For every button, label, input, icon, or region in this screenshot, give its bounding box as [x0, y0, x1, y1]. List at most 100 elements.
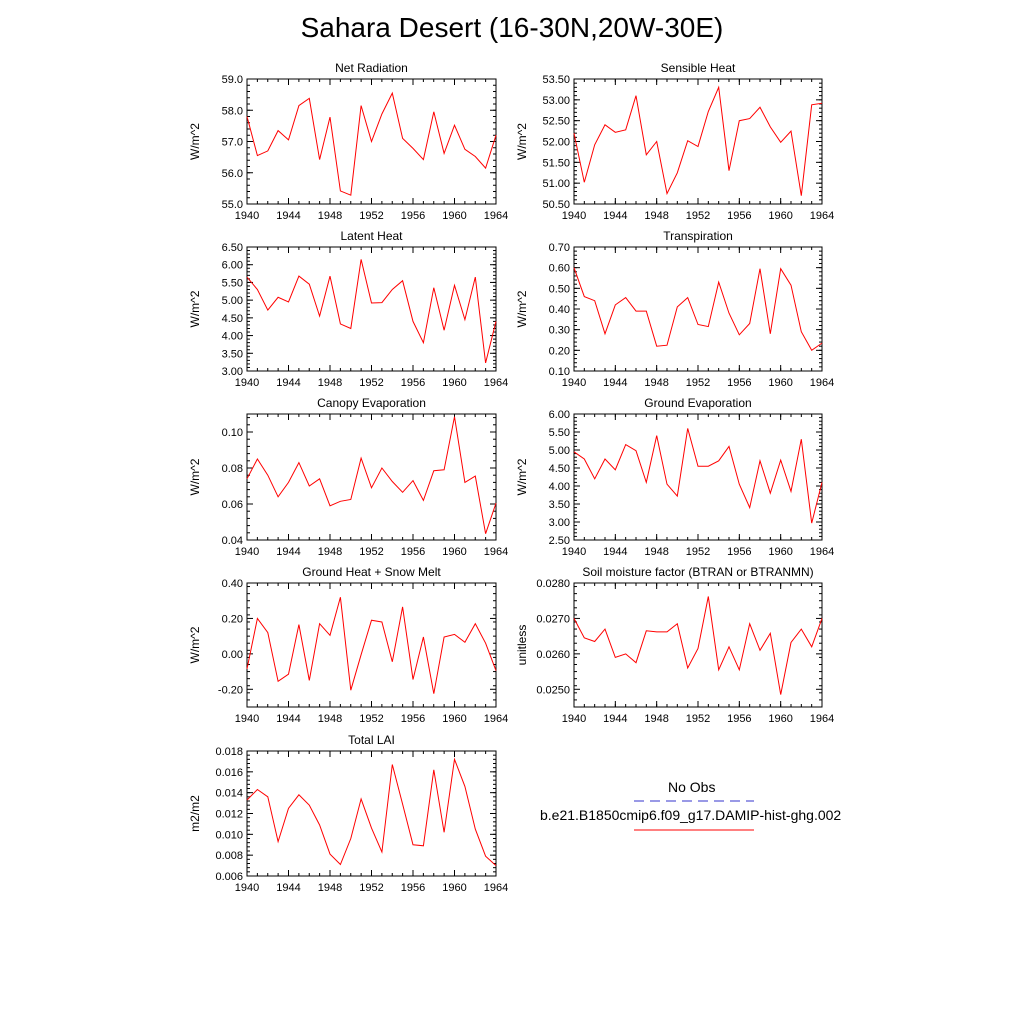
- legend-model-label: b.e21.B1850cmip6.f09_g17.DAMIP-hist-ghg.…: [540, 807, 842, 823]
- x-tick-label: 1948: [318, 377, 342, 389]
- panel-title: Net Radiation: [335, 61, 408, 75]
- legend-obs-label: No Obs: [668, 779, 716, 795]
- x-tick-label: 1952: [686, 546, 710, 558]
- y-tick-label: 4.00: [549, 481, 570, 493]
- y-tick-label: 0.70: [549, 242, 570, 254]
- y-axis-label: W/m^2: [188, 290, 202, 327]
- x-tick-label: 1952: [359, 377, 383, 389]
- y-tick-label: 0.0250: [536, 684, 570, 696]
- x-tick-label: 1944: [276, 882, 300, 894]
- y-tick-label: 0.06: [222, 499, 243, 511]
- y-axis-label: W/m^2: [515, 123, 529, 160]
- x-tick-label: 1956: [727, 377, 751, 389]
- x-tick-label: 1964: [484, 882, 508, 894]
- y-tick-label: 0.30: [549, 325, 570, 337]
- series-line: [246, 91, 497, 196]
- series-line: [246, 416, 497, 534]
- y-axis-label: W/m^2: [188, 123, 202, 160]
- x-tick-label: 1948: [318, 210, 342, 222]
- plot-frame: [573, 413, 823, 541]
- panel-title: Total LAI: [348, 733, 395, 747]
- x-tick-label: 1944: [603, 210, 627, 222]
- x-tick-label: 1952: [359, 546, 383, 558]
- x-tick-label: 1940: [562, 713, 586, 725]
- y-tick-label: 3.00: [222, 366, 243, 378]
- panel-6: 1940 1944 1948 1952 1956 1960 1964 -0.20 0.00 0.2…: [188, 565, 508, 725]
- panel-title: Canopy Evaporation: [317, 396, 426, 410]
- x-tick-label: 1952: [359, 882, 383, 894]
- legend-obs-line: [634, 800, 754, 802]
- panel-8: 1940 1944 1948 1952 1956 1960 1964 0.006 0.008 0.…: [188, 733, 508, 894]
- y-tick-label: 55.0: [222, 199, 243, 211]
- y-tick-label: 0.40: [222, 578, 243, 590]
- y-tick-label: 0.006: [215, 871, 243, 883]
- x-tick-label: 1940: [235, 546, 259, 558]
- x-tick-label: 1944: [276, 546, 300, 558]
- y-tick-label: 0.20: [549, 345, 570, 357]
- y-tick-label: 0.012: [215, 809, 243, 821]
- y-tick-label: 53.00: [542, 95, 570, 107]
- x-tick-label: 1944: [603, 713, 627, 725]
- panel-1: 1940 1944 1948 1952 1956 1960 1964 50.50 51.00 51…: [515, 61, 834, 222]
- x-tick-label: 1948: [644, 210, 668, 222]
- y-tick-label: 0.60: [549, 263, 570, 275]
- x-tick-label: 1960: [442, 713, 466, 725]
- y-tick-label: 59.0: [222, 74, 243, 86]
- y-tick-label: 0.010: [215, 829, 243, 841]
- x-tick-label: 1960: [768, 546, 792, 558]
- panel-title: Transpiration: [663, 229, 733, 243]
- y-tick-label: 0.008: [215, 850, 243, 862]
- panel-title: Latent Heat: [340, 229, 403, 243]
- y-tick-label: 0.50: [549, 283, 570, 295]
- plot-frame: [246, 246, 497, 372]
- x-tick-label: 1952: [686, 713, 710, 725]
- panel-3: 1940 1944 1948 1952 1956 1960 1964 0.10 0.20 0.30…: [515, 229, 834, 389]
- y-tick-label: 51.00: [542, 178, 570, 190]
- x-tick-label: 1944: [603, 377, 627, 389]
- x-tick-label: 1940: [562, 546, 586, 558]
- figure-title: Sahara Desert (16-30N,20W-30E): [300, 12, 724, 43]
- y-tick-label: 0.0280: [536, 578, 570, 590]
- panel-0: 1940 1944 1948 1952 1956 1960 1964 55.0 56.0 57.0…: [188, 61, 508, 222]
- x-tick-label: 1948: [644, 713, 668, 725]
- series-line: [246, 259, 497, 364]
- series-line: [573, 85, 823, 196]
- y-tick-label: 0.0270: [536, 613, 570, 625]
- x-tick-label: 1964: [810, 713, 834, 725]
- y-axis-label: W/m^2: [515, 458, 529, 495]
- x-tick-label: 1948: [318, 882, 342, 894]
- x-tick-label: 1964: [810, 546, 834, 558]
- x-tick-label: 1944: [603, 546, 627, 558]
- x-tick-label: 1944: [276, 713, 300, 725]
- x-tick-label: 1944: [276, 210, 300, 222]
- y-tick-label: 0.00: [222, 649, 243, 661]
- y-tick-label: 5.50: [222, 277, 243, 289]
- x-tick-label: 1940: [235, 377, 259, 389]
- x-tick-label: 1944: [276, 377, 300, 389]
- x-tick-label: 1956: [727, 210, 751, 222]
- y-tick-label: 0.016: [215, 767, 243, 779]
- y-tick-label: 50.50: [542, 199, 570, 211]
- y-tick-label: 57.0: [222, 137, 243, 149]
- x-tick-label: 1960: [768, 713, 792, 725]
- x-tick-label: 1964: [484, 713, 508, 725]
- series-line: [246, 597, 497, 694]
- x-tick-label: 1960: [442, 377, 466, 389]
- x-tick-label: 1952: [359, 210, 383, 222]
- panel-title: Sensible Heat: [661, 61, 736, 75]
- x-tick-label: 1964: [484, 546, 508, 558]
- y-tick-label: 5.50: [549, 427, 570, 439]
- x-tick-label: 1960: [442, 210, 466, 222]
- panel-title: Soil moisture factor (BTRAN or BTRANMN): [582, 565, 813, 579]
- x-tick-label: 1952: [359, 713, 383, 725]
- x-tick-label: 1948: [318, 713, 342, 725]
- y-axis-label: W/m^2: [188, 458, 202, 495]
- x-tick-label: 1964: [810, 377, 834, 389]
- y-tick-label: 5.00: [549, 445, 570, 457]
- x-tick-label: 1964: [810, 210, 834, 222]
- y-axis-label: m2/m2: [188, 795, 202, 832]
- x-tick-label: 1948: [644, 377, 668, 389]
- y-tick-label: 0.018: [215, 746, 243, 758]
- series-line: [573, 267, 823, 352]
- x-tick-label: 1948: [644, 546, 668, 558]
